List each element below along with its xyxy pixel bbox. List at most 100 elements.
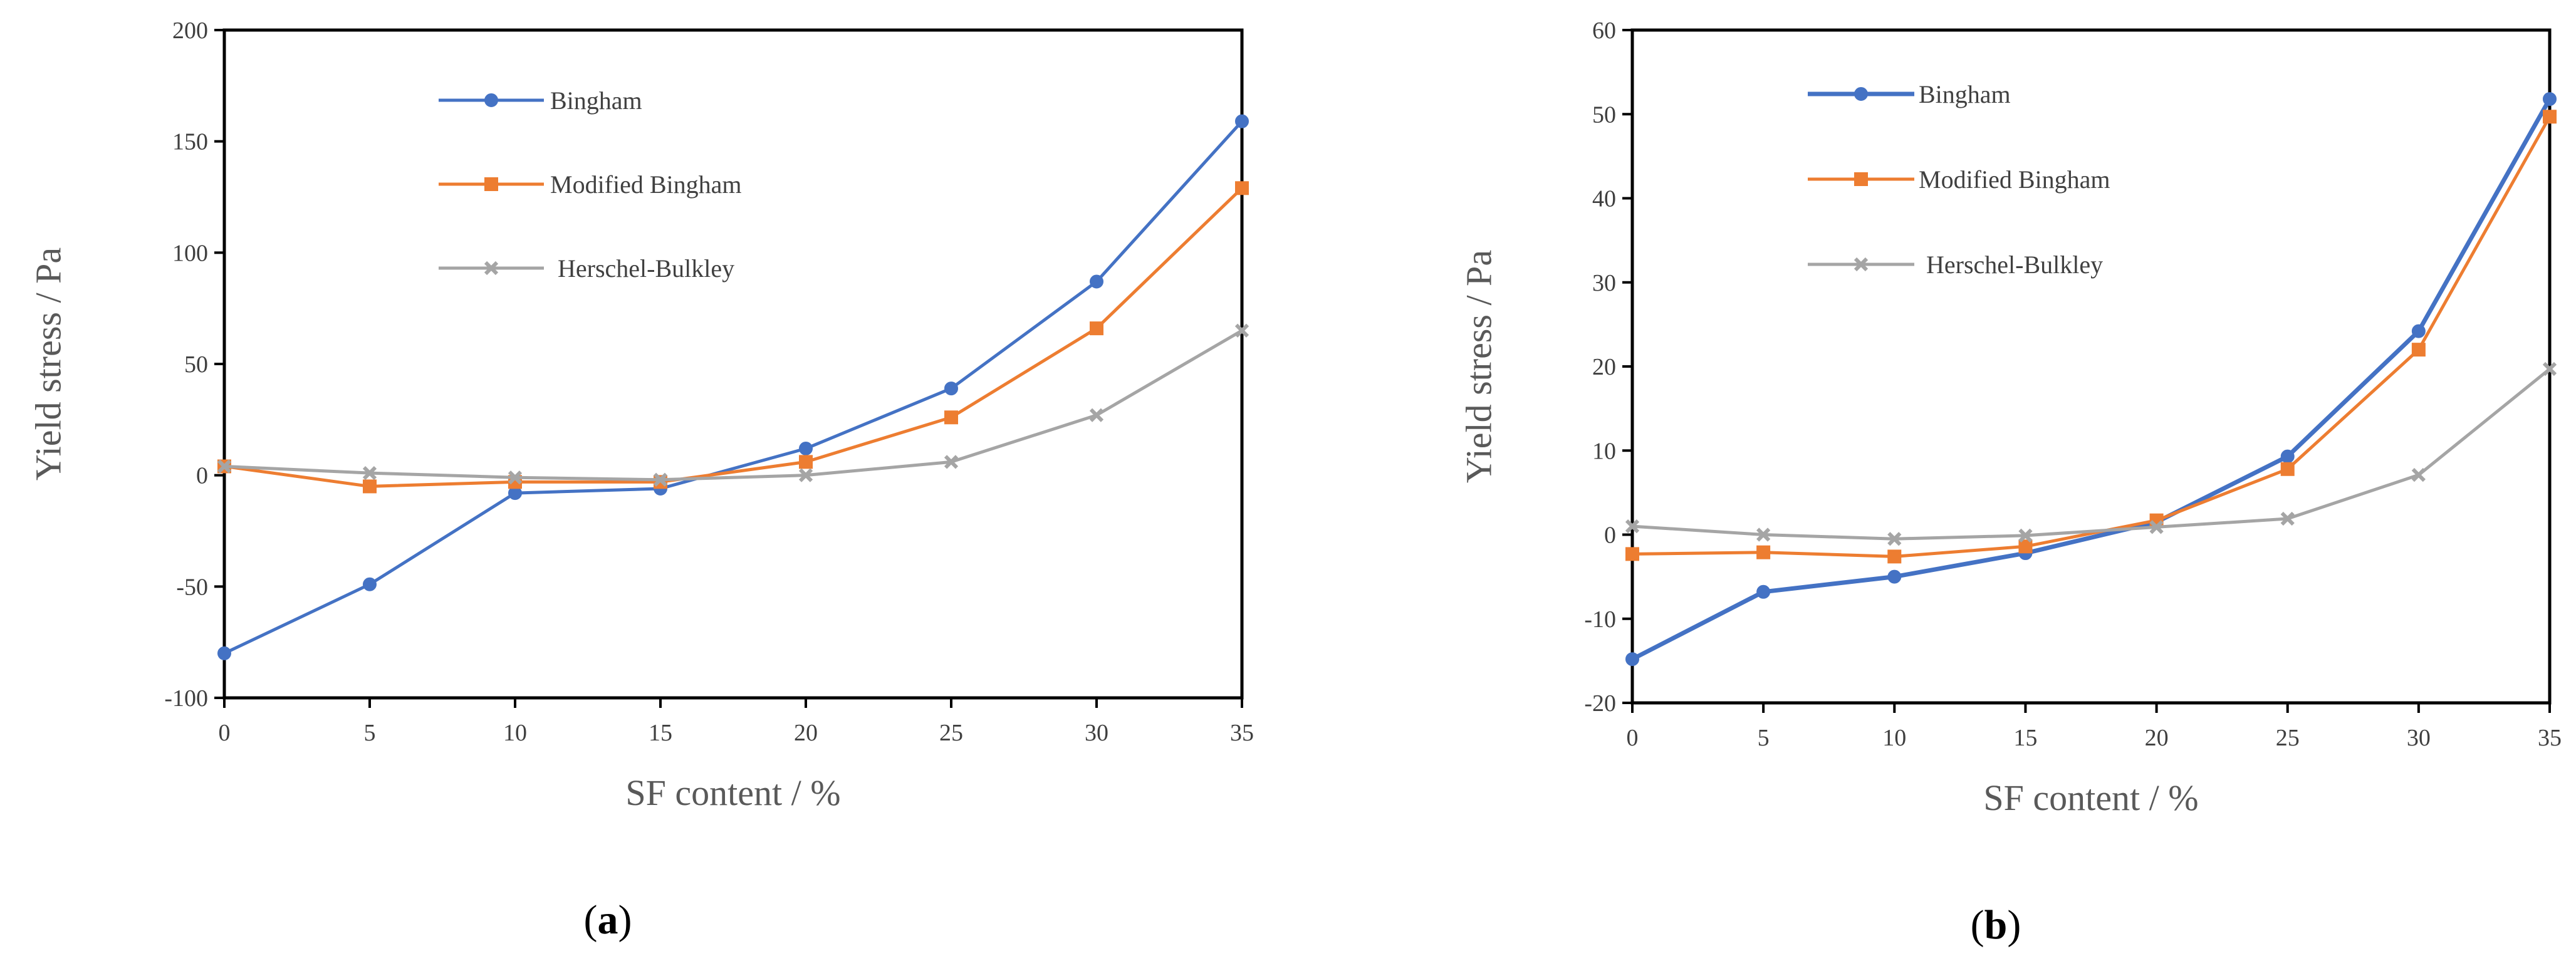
y-tick-label: 60 [1592, 18, 1616, 44]
legend: Bingham Modified Bingham Herschel-Bulkley [1808, 80, 2110, 279]
x-tick-label: 20 [2145, 725, 2169, 751]
x-tick-label: 30 [2407, 725, 2431, 751]
y-tick-label: -20 [1584, 690, 1616, 717]
data-point [362, 465, 377, 480]
series-line [1631, 98, 2552, 662]
legend-marker [1854, 87, 1868, 101]
data-point [2018, 528, 2033, 543]
legend-marker [484, 93, 498, 107]
x-tick-label: 35 [2538, 725, 2562, 751]
x-tick-label: 25 [2276, 725, 2300, 751]
legend-marker [484, 261, 499, 276]
x-tick-label: 25 [939, 720, 963, 746]
data-point [2411, 343, 2426, 357]
legend-label: Herschel-Bulkley [1926, 251, 2103, 279]
y-tick-label: 10 [1592, 438, 1616, 464]
data-point [508, 470, 523, 485]
data-point [2411, 324, 2426, 338]
y-tick-label: 20 [1592, 354, 1616, 380]
legend-label: Herschel-Bulkley [558, 254, 734, 283]
legend-label: Bingham [550, 86, 642, 115]
data-point [217, 646, 231, 660]
x-tick-label: 5 [1758, 725, 1770, 751]
x-tick-label: 0 [1627, 725, 1639, 751]
data-point [2280, 462, 2295, 476]
chart-panel-b: -20 -10 0 10 20 30 40 50 60 0 5 10 15 20 25 30 35 SF cont… [1459, 18, 2562, 948]
data-point [1090, 321, 1103, 336]
data-point [363, 479, 377, 494]
data-point [2018, 539, 2033, 554]
legend-marker [1854, 257, 1869, 272]
data-point [1625, 652, 1639, 667]
series-herschel-bulkley [217, 323, 1249, 487]
series-modified-bingham [1625, 110, 2557, 564]
data-point [1235, 181, 1249, 195]
data-point [944, 382, 958, 396]
series-line [1632, 116, 2552, 558]
y-tick-label: 30 [1592, 270, 1616, 296]
legend: Bingham Modified Bingham Herschel-Bulkley [439, 86, 742, 283]
data-point [1756, 527, 1771, 542]
data-point [2280, 449, 2295, 464]
y-tick-label: -50 [176, 574, 208, 600]
x-tick-label: 10 [503, 720, 527, 746]
data-point [217, 459, 232, 474]
series-modified-bingham [217, 181, 1249, 494]
y-tick-label: -10 [1584, 606, 1616, 633]
y-tick-label: 50 [1592, 101, 1616, 128]
data-point [1090, 274, 1103, 289]
data-point [1625, 519, 1640, 534]
series-line [223, 120, 1243, 655]
data-point [944, 410, 958, 425]
x-tick-label: 0 [219, 720, 231, 746]
legend-label: Modified Bingham [550, 170, 742, 199]
series-herschel-bulkley [1625, 361, 2557, 546]
x-tick-label: 10 [1882, 725, 1906, 751]
chart-panel-a: -100 -50 0 50 100 150 200 0 5 10 15 20 25 30 35 SF cont… [28, 18, 1254, 943]
series-line [1632, 368, 2551, 541]
x-tick-label: 35 [1230, 720, 1254, 746]
y-axis-title: Yield stress / Pa [1459, 250, 1499, 483]
y-tick-label: 50 [184, 351, 208, 378]
y-tick-label: 150 [172, 129, 208, 155]
data-point [1235, 114, 1249, 128]
data-point [799, 442, 813, 456]
series-line [224, 187, 1243, 488]
y-tick-label: 200 [172, 18, 208, 44]
x-tick-label: 30 [1085, 720, 1108, 746]
x-tick-label: 15 [2013, 725, 2037, 751]
data-point [799, 455, 813, 469]
legend-marker [1854, 172, 1868, 186]
data-point [944, 455, 959, 469]
y-tick-label: 100 [172, 240, 208, 266]
data-point [1234, 323, 1249, 338]
legend-marker [484, 177, 498, 191]
y-tick-label: -100 [164, 685, 208, 712]
data-point [2411, 468, 2426, 482]
legend-label: Modified Bingham [1919, 165, 2110, 194]
data-point [1887, 549, 1902, 564]
legend-label: Bingham [1919, 80, 2011, 108]
data-point [1756, 545, 1771, 559]
x-axis-title: SF content / % [625, 772, 840, 813]
data-point [2542, 361, 2557, 376]
y-tick-label: 0 [1604, 522, 1616, 549]
x-tick-label: 15 [649, 720, 672, 746]
y-axis-title: Yield stress / Pa [28, 247, 69, 480]
panel-label: (b) [1971, 902, 2021, 948]
data-point [2280, 511, 2295, 526]
data-point [1887, 532, 1902, 546]
data-point [363, 577, 377, 591]
data-point [653, 472, 668, 487]
data-point [2543, 92, 2557, 106]
plot-frame [1630, 28, 2552, 705]
panel-label: (a) [584, 897, 632, 943]
data-point [2149, 520, 2164, 534]
y-tick-label: 0 [196, 463, 208, 489]
plot-frame [222, 28, 1244, 700]
series-line [224, 329, 1243, 482]
data-point [1887, 569, 1902, 584]
x-axis-title: SF content / % [1983, 777, 2198, 818]
data-point [798, 468, 813, 482]
